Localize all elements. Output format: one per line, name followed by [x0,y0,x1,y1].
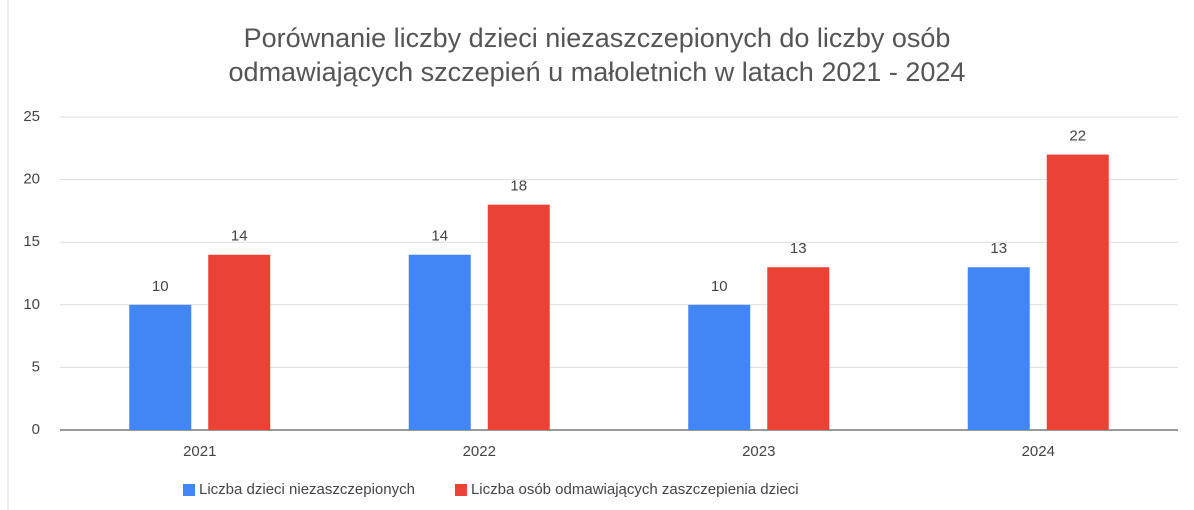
bar [487,204,550,430]
y-tick-label: 25 [23,108,40,125]
data-label: 10 [711,278,728,295]
x-tick-label: 2024 [1022,443,1055,460]
data-label: 14 [231,228,248,245]
y-tick-label: 20 [23,171,40,188]
x-tick-label: 2021 [183,443,216,460]
bar [208,254,271,430]
x-tick-label: 2023 [742,443,775,460]
bar [408,254,471,430]
bar [1046,154,1109,430]
data-label: 13 [790,240,807,257]
bar [129,304,192,430]
data-label: 18 [510,178,527,195]
y-tick-label: 5 [32,358,40,375]
legend-label: Liczba dzieci niezaszczepionych [199,481,415,498]
legend-label: Liczba osób odmawiających zaszczepienia … [471,481,799,498]
data-label: 10 [152,278,169,295]
x-tick-label: 2022 [463,443,496,460]
y-tick-label: 10 [23,296,40,313]
y-tick-label: 0 [32,421,40,438]
data-label: 22 [1069,128,1086,145]
data-label: 13 [990,240,1007,257]
legend-swatch [183,484,195,496]
bar [688,304,751,430]
chart-title: Porównanie liczby dzieci niezaszczepiony… [244,23,951,53]
bar [767,267,830,430]
y-tick-label: 15 [23,233,40,250]
chart-title: odmawiających szczepień u małoletnich w … [229,57,966,87]
legend-swatch [454,484,467,496]
bar [967,267,1030,430]
data-label: 14 [431,228,448,245]
